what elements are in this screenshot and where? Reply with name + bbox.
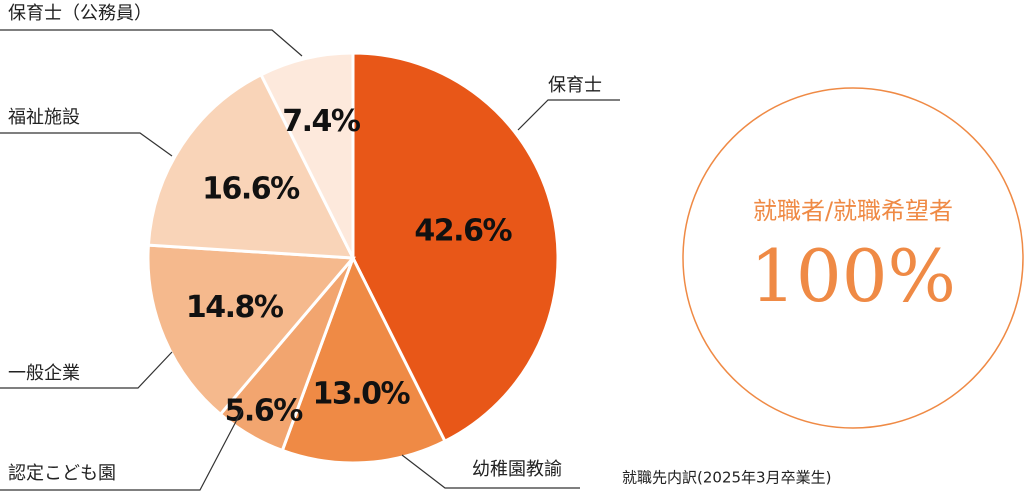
pie-slice bbox=[351, 51, 560, 444]
value-label: 16.6% bbox=[202, 172, 300, 207]
summary-circle bbox=[682, 87, 1024, 429]
leader-line bbox=[0, 409, 243, 491]
pie-slice bbox=[280, 254, 447, 465]
category-label: 一般企業 bbox=[8, 363, 80, 384]
category-label: 保育士 bbox=[548, 75, 602, 96]
leader-line bbox=[0, 351, 173, 389]
note: 就職先内訳(2025年3月卒業生) bbox=[622, 469, 831, 487]
value-label: 5.6% bbox=[225, 394, 304, 429]
category-label: 幼稚園教諭 bbox=[472, 459, 562, 480]
value-label: 42.6% bbox=[414, 214, 512, 249]
leader-line bbox=[517, 99, 620, 131]
category-label: 福祉施設 bbox=[8, 107, 80, 128]
leader-line bbox=[401, 454, 580, 489]
summary-value: 100% bbox=[750, 234, 956, 318]
pie-slice bbox=[146, 72, 356, 260]
value-label: 7.4% bbox=[282, 104, 361, 139]
category-label: 認定こども園 bbox=[8, 463, 116, 484]
leader-line bbox=[0, 29, 303, 57]
category-label: 保育士（公務員） bbox=[8, 3, 152, 24]
value-label: 14.8% bbox=[186, 290, 284, 325]
summary-label: 就職者/就職希望者 bbox=[753, 197, 953, 225]
pie-slice bbox=[259, 51, 355, 259]
value-label: 13.0% bbox=[312, 377, 410, 412]
pie-slice bbox=[146, 243, 357, 417]
leader-line bbox=[0, 132, 173, 157]
